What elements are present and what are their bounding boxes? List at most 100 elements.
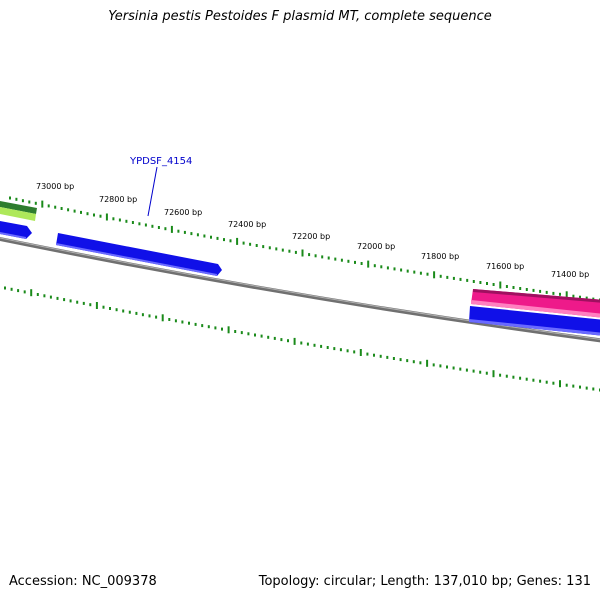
- minor-tick: [144, 223, 147, 227]
- major-tick: [95, 302, 98, 309]
- minor-tick: [347, 259, 350, 263]
- minor-tick: [452, 366, 455, 370]
- minor-tick: [4, 286, 6, 290]
- minor-tick: [9, 196, 11, 200]
- minor-tick: [148, 314, 151, 318]
- minor-tick: [432, 363, 435, 367]
- minor-tick: [539, 289, 542, 293]
- major-tick: [359, 349, 362, 356]
- minor-tick: [194, 322, 197, 326]
- gene-pink-dark-edge: [473, 289, 600, 303]
- gene-label-leader: [147, 166, 158, 217]
- scale-label-72400: 72400 bp: [228, 220, 266, 229]
- minor-tick: [294, 250, 297, 254]
- minor-tick: [240, 331, 243, 335]
- major-tick: [236, 237, 239, 245]
- minor-tick: [216, 236, 219, 240]
- minor-tick: [36, 293, 39, 296]
- minor-tick: [525, 288, 528, 291]
- minor-tick: [465, 368, 468, 372]
- minor-tick: [572, 294, 575, 298]
- scale-label-72000: 72000 bp: [357, 242, 395, 251]
- scale-label-71800: 71800 bp: [421, 252, 459, 261]
- minor-tick: [262, 245, 265, 249]
- minor-tick: [268, 246, 271, 250]
- minor-tick: [386, 266, 389, 270]
- minor-tick: [125, 219, 128, 223]
- major-tick: [161, 314, 164, 322]
- minor-tick: [532, 378, 535, 382]
- minor-tick: [572, 384, 575, 388]
- minor-tick: [306, 342, 309, 346]
- minor-tick: [174, 319, 177, 323]
- major-tick: [367, 260, 370, 268]
- minor-tick: [393, 267, 396, 271]
- major-tick: [499, 281, 502, 289]
- minor-tick: [413, 270, 416, 274]
- scale-label-72800: 72800 bp: [99, 195, 137, 204]
- minor-tick: [177, 229, 180, 233]
- minor-tick: [419, 361, 422, 365]
- minor-tick: [545, 380, 548, 384]
- minor-tick: [379, 354, 382, 358]
- minor-tick: [28, 200, 31, 204]
- minor-tick: [207, 325, 210, 329]
- minor-tick: [340, 258, 343, 262]
- minor-tick: [69, 299, 72, 303]
- minor-tick: [320, 344, 323, 348]
- minor-tick: [559, 292, 561, 296]
- minor-tick: [151, 224, 154, 228]
- scale-label-72600: 72600 bp: [164, 208, 202, 217]
- major-tick: [41, 200, 44, 208]
- minor-tick: [321, 255, 324, 259]
- major-tick: [170, 225, 173, 233]
- topology-summary: Topology: circular; Length: 137,010 bp; …: [258, 574, 591, 589]
- minor-tick: [141, 313, 144, 317]
- minor-tick: [242, 241, 245, 245]
- minor-tick: [373, 264, 376, 268]
- minor-tick: [255, 244, 258, 247]
- scale-label-73000: 73000 bp: [36, 182, 74, 191]
- gene-blue-right[interactable]: [469, 306, 600, 336]
- minor-tick: [519, 376, 522, 380]
- minor-tick: [131, 221, 134, 224]
- minor-tick: [592, 387, 595, 391]
- minor-tick: [112, 217, 115, 221]
- minor-tick: [406, 269, 409, 273]
- gene-blue-right-edge: [469, 319, 600, 336]
- minor-tick: [400, 268, 403, 272]
- minor-tick: [155, 315, 158, 319]
- minor-tick: [223, 238, 225, 242]
- minor-tick: [545, 290, 548, 294]
- minor-tick: [115, 308, 118, 312]
- minor-tick: [260, 334, 263, 338]
- minor-tick: [43, 294, 46, 298]
- major-tick: [301, 249, 304, 257]
- minor-tick: [281, 248, 284, 252]
- major-tick: [565, 291, 568, 299]
- minor-tick: [80, 210, 82, 214]
- minor-tick: [54, 205, 57, 209]
- gene-light-green[interactable]: [0, 206, 36, 221]
- major-tick: [492, 370, 495, 378]
- minor-tick: [360, 262, 363, 265]
- minor-tick: [34, 201, 37, 205]
- minor-tick: [552, 291, 555, 295]
- major-tick: [433, 271, 436, 279]
- minor-tick: [247, 332, 250, 336]
- minor-tick: [273, 336, 276, 340]
- minor-tick: [109, 307, 111, 310]
- minor-tick: [479, 281, 482, 284]
- gene-dark-green[interactable]: [0, 200, 37, 214]
- minor-tick: [190, 232, 193, 236]
- minor-tick: [512, 375, 515, 379]
- minor-tick: [459, 277, 462, 281]
- gene-ypdsf-4154[interactable]: [56, 233, 222, 276]
- minor-tick: [201, 324, 204, 328]
- minor-tick: [300, 341, 303, 345]
- minor-tick: [579, 385, 581, 389]
- minor-tick: [157, 226, 160, 229]
- minor-tick: [505, 285, 508, 288]
- gene-label-ypdsf-4154[interactable]: YPDSF_4154: [129, 156, 192, 167]
- inner-scale-ticks: [4, 286, 600, 392]
